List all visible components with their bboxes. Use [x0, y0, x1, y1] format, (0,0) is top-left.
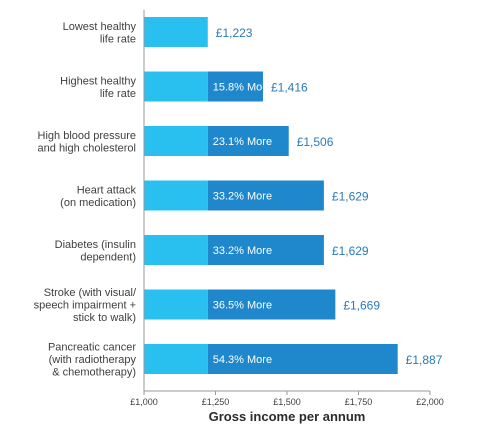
value-label: £1,629	[332, 190, 369, 204]
category-label: Highest healthy life rate	[60, 75, 136, 100]
bar-increase	[207, 180, 324, 211]
x-tick-label: £2,000	[416, 397, 444, 407]
increase-label: 33.2% More	[213, 191, 272, 203]
value-label: £1,629	[332, 244, 369, 258]
increase-label: 15.8% More	[213, 82, 272, 94]
x-axis-label: Gross income per annum	[209, 409, 366, 424]
increase-label: 23.1% More	[213, 136, 272, 148]
value-label: £1,416	[271, 81, 308, 95]
increase-label: 33.2% More	[213, 245, 272, 257]
category-label: Stroke (with visual/speech impairment + s…	[34, 287, 137, 324]
category-label: Pancreatic cancer (with radiotherapy & che…	[48, 342, 137, 379]
x-tick-label: £1,250	[202, 397, 230, 407]
bar-increase	[207, 235, 324, 265]
bar-base	[144, 235, 208, 265]
category-label: Lowest healthy life rate	[63, 21, 137, 46]
increase-label: 54.3% More	[213, 354, 272, 366]
category-label: Heart attack (on medication)	[60, 184, 136, 209]
category-label: Diabetes (insulin dependent)	[55, 239, 136, 264]
bar-base	[144, 289, 208, 320]
bar-base	[144, 17, 208, 47]
bar-base	[144, 71, 208, 102]
value-label: £1,223	[216, 26, 253, 40]
bar-increase	[207, 289, 336, 320]
category-label: High blood pressure and high cholesterol	[38, 130, 136, 155]
bar-increase	[207, 71, 263, 102]
value-label: £1,887	[406, 353, 443, 367]
bar-increase	[207, 126, 289, 156]
x-tick-label: £1,000	[130, 397, 158, 407]
increase-label: 36.5% More	[213, 300, 272, 312]
x-tick-label: £1,500	[273, 397, 301, 407]
x-axis: £1,000 £1,250 £1,500 £1,750 £2,000	[130, 10, 444, 407]
bars-group: £1,223 15.8% More£1,416 23.1% More £1,506 33…	[144, 17, 443, 374]
bar-base	[144, 126, 208, 156]
value-label: £1,506	[297, 135, 334, 149]
x-tick-label: £1,750	[345, 397, 373, 407]
bar-base	[144, 180, 208, 211]
bar-increase	[207, 344, 398, 374]
value-label: £1,669	[343, 299, 380, 313]
bar-base	[144, 344, 208, 374]
category-labels-group: Lowest healthy life rate Highest healthy li…	[34, 21, 137, 379]
